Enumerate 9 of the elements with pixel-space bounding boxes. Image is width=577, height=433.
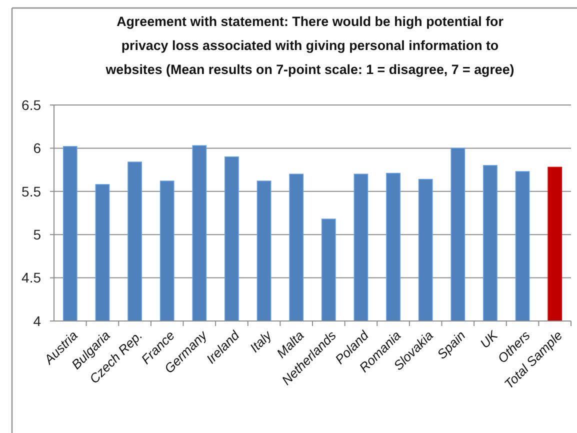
y-tick-label: 5 <box>33 226 42 242</box>
x-tick-label: UK <box>477 326 502 352</box>
x-tick-label: Italy <box>246 326 276 356</box>
y-tick-label: 4 <box>33 312 42 329</box>
y-tick-label: 5.5 <box>22 183 42 200</box>
chart-title: Agreement with statement: There would be high potential for privacy loss associated with giving personal information to websites (Mean results on 7-point scale: 1 = disagree, 7 = agree) <box>104 14 514 77</box>
y-tick-label: 6.5 <box>22 96 42 113</box>
y-tick-label: 4.5 <box>22 270 42 286</box>
y-tick-label: 6 <box>33 140 42 156</box>
